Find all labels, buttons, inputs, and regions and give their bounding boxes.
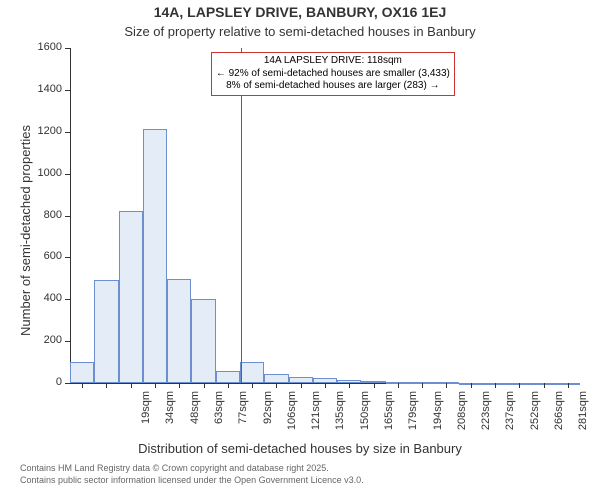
histogram-bar (240, 362, 264, 383)
y-tick (65, 90, 70, 91)
y-tick (65, 174, 70, 175)
x-tick-label: 106sqm (286, 391, 298, 451)
footer-line-1: Contains HM Land Registry data © Crown c… (20, 463, 329, 473)
histogram-bar (94, 280, 118, 383)
x-tick-label: 48sqm (189, 391, 201, 451)
y-tick (65, 341, 70, 342)
x-tick (471, 383, 472, 388)
x-tick (179, 383, 180, 388)
x-tick (398, 383, 399, 388)
x-tick-label: 121sqm (310, 391, 322, 451)
y-tick (65, 257, 70, 258)
y-tick-label: 800 (22, 209, 62, 221)
x-tick-label: 237sqm (504, 391, 516, 451)
histogram-bar (167, 279, 191, 383)
y-tick-label: 1200 (22, 125, 62, 137)
y-tick (65, 383, 70, 384)
x-tick (106, 383, 107, 388)
y-tick-label: 0 (22, 376, 62, 388)
y-axis-line (70, 48, 71, 383)
marker-line (241, 48, 242, 383)
x-tick (301, 383, 302, 388)
x-tick-label: 194sqm (432, 391, 444, 451)
x-tick (131, 383, 132, 388)
x-tick (422, 383, 423, 388)
footer-line-2: Contains public sector information licen… (20, 475, 364, 485)
x-tick-label: 252sqm (529, 391, 541, 451)
annotation-line: ← 92% of semi-detached houses are smalle… (216, 68, 450, 81)
y-tick-label: 1000 (22, 167, 62, 179)
x-tick-label: 135sqm (334, 391, 346, 451)
y-tick-label: 1400 (22, 83, 62, 95)
x-tick (544, 383, 545, 388)
histogram-bar (216, 371, 240, 383)
x-tick (82, 383, 83, 388)
x-tick-label: 92sqm (262, 391, 274, 451)
annotation-line: 8% of semi-detached houses are larger (2… (216, 80, 450, 93)
x-tick (155, 383, 156, 388)
histogram-bar (70, 362, 94, 383)
x-tick-label: 165sqm (383, 391, 395, 451)
x-tick-label: 63sqm (213, 391, 225, 451)
y-tick (65, 216, 70, 217)
chart-title-main: 14A, LAPSLEY DRIVE, BANBURY, OX16 1EJ (0, 4, 600, 20)
histogram-bar (191, 299, 215, 383)
y-tick-label: 1600 (22, 41, 62, 53)
x-tick (568, 383, 569, 388)
x-tick (446, 383, 447, 388)
histogram-bar (143, 129, 167, 383)
y-tick-label: 400 (22, 292, 62, 304)
x-tick-label: 281sqm (577, 391, 589, 451)
x-tick (495, 383, 496, 388)
y-tick (65, 132, 70, 133)
histogram-bar (119, 211, 143, 383)
x-tick (325, 383, 326, 388)
y-tick-label: 600 (22, 250, 62, 262)
x-tick-label: 208sqm (456, 391, 468, 451)
annotation-line: 14A LAPSLEY DRIVE: 118sqm (216, 55, 450, 68)
x-tick (374, 383, 375, 388)
x-tick-label: 34sqm (164, 391, 176, 451)
x-tick (252, 383, 253, 388)
y-tick (65, 48, 70, 49)
x-tick-label: 179sqm (407, 391, 419, 451)
y-tick-label: 200 (22, 334, 62, 346)
x-tick (204, 383, 205, 388)
x-tick-label: 19sqm (140, 391, 152, 451)
annotation-box: 14A LAPSLEY DRIVE: 118sqm← 92% of semi-d… (211, 52, 455, 96)
x-tick (519, 383, 520, 388)
chart-container: 14A, LAPSLEY DRIVE, BANBURY, OX16 1EJ Si… (0, 0, 600, 500)
x-tick (276, 383, 277, 388)
histogram-bar (264, 374, 288, 383)
x-tick (349, 383, 350, 388)
chart-title-sub: Size of property relative to semi-detach… (0, 24, 600, 39)
y-tick (65, 299, 70, 300)
x-tick (228, 383, 229, 388)
x-tick-label: 223sqm (480, 391, 492, 451)
plot-area: 0200400600800100012001400160019sqm34sqm4… (70, 48, 580, 383)
x-tick-label: 77sqm (237, 391, 249, 451)
x-tick-label: 150sqm (359, 391, 371, 451)
x-tick-label: 266sqm (553, 391, 565, 451)
